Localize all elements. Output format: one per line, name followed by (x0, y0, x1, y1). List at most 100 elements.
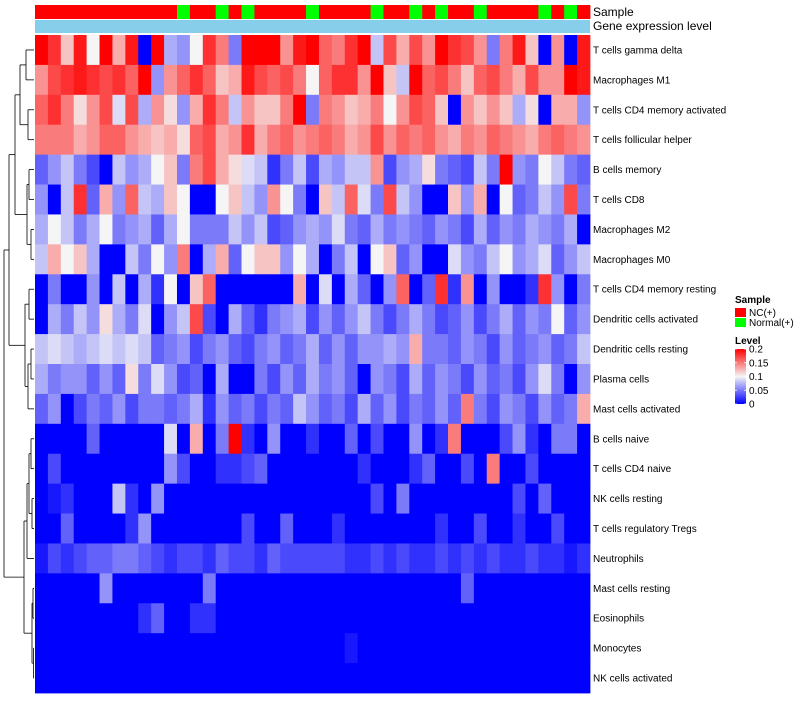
heatmap-cell (99, 483, 113, 514)
heatmap-cell (73, 603, 88, 634)
sample-legend-swatch (735, 318, 746, 327)
heatmap-cell (551, 364, 565, 395)
heatmap-cell (112, 603, 126, 634)
heatmap-cell (331, 453, 346, 485)
heatmap-cell (73, 35, 88, 66)
heatmap-cell (112, 274, 126, 305)
heatmap-cell (357, 244, 371, 275)
heatmap-cell (73, 214, 88, 245)
heatmap-cell (228, 513, 242, 544)
heatmap-cell (164, 364, 178, 395)
heatmap-cell (86, 214, 100, 245)
heatmap-cell (512, 334, 526, 365)
heatmap-cell (86, 483, 100, 514)
heatmap-cell (202, 423, 217, 455)
heatmap-cell (138, 334, 152, 365)
heatmap-cell (448, 393, 462, 425)
heatmap-cell (241, 184, 255, 215)
sample-annotation-cell (73, 5, 88, 19)
heatmap-cell (577, 364, 591, 395)
heatmap-cell (60, 573, 75, 604)
heatmap-cell (306, 304, 320, 335)
heatmap-cell (499, 663, 513, 694)
sample-annotation-cell (435, 5, 449, 19)
heatmap-cell (422, 513, 436, 544)
heatmap-cell (551, 453, 565, 485)
sample-annotation-cell (370, 5, 384, 19)
level-legend-tick-label: 0.2 (749, 345, 763, 356)
heatmap-cell (293, 423, 307, 455)
heatmap-cell (512, 423, 526, 455)
heatmap-cell (409, 603, 423, 634)
heatmap-cell (512, 184, 526, 215)
heatmap-cell (60, 513, 75, 544)
heatmap-cell (228, 633, 242, 664)
heatmap-cell (525, 393, 539, 425)
heatmap-cell (151, 274, 165, 305)
heatmap-cell (176, 304, 191, 335)
heatmap-cell (60, 453, 75, 485)
heatmap-cell (306, 393, 320, 425)
heatmap-cell (202, 154, 217, 185)
heatmap-cell (86, 603, 100, 634)
heatmap-cell (86, 244, 100, 275)
heatmap-cell (512, 364, 526, 395)
heatmap-cell (215, 603, 230, 634)
heatmap-cell (86, 35, 100, 66)
heatmap-cell (409, 214, 423, 245)
level-legend-tick-label: 0 (749, 400, 755, 411)
heatmap-cell (73, 124, 88, 156)
heatmap-cell (577, 154, 591, 185)
heatmap-cell (409, 274, 423, 305)
heatmap-cell (293, 453, 307, 485)
heatmap-cell (538, 334, 552, 365)
heatmap-cell (189, 214, 204, 245)
heatmap-cell (189, 663, 204, 694)
heatmap-cell (99, 393, 113, 425)
heatmap-cell (577, 393, 591, 425)
heatmap-cell (254, 393, 268, 425)
heatmap-cell (499, 423, 513, 455)
heatmap-cell (499, 603, 513, 634)
sample-annotation-cell (525, 5, 539, 19)
heatmap-cell (164, 633, 178, 664)
heatmap-cell (564, 543, 578, 574)
heatmap-cell (512, 214, 526, 245)
heatmap-cell (460, 543, 475, 574)
heatmap-cell (383, 154, 397, 185)
heatmap-cell (176, 663, 191, 694)
heatmap-cell (460, 35, 475, 66)
heatmap-cell (293, 94, 307, 126)
heatmap-cell (344, 573, 359, 604)
heatmap-cell (460, 214, 475, 245)
heatmap-cell (435, 304, 449, 335)
heatmap-cell (99, 124, 113, 156)
heatmap-cell (99, 453, 113, 485)
heatmap-cell (564, 663, 578, 694)
heatmap-cell (499, 483, 513, 514)
heatmap-cell (189, 35, 204, 66)
heatmap-cell (448, 214, 462, 245)
heatmap-cell (512, 513, 526, 544)
heatmap-cell (396, 663, 410, 694)
heatmap-cell (280, 334, 294, 365)
heatmap-cell (228, 573, 242, 604)
heatmap-cell (254, 663, 268, 694)
heatmap-cell (189, 94, 204, 126)
heatmap-cell (409, 633, 423, 664)
heatmap-cell (306, 154, 320, 185)
level-legend-title: Level (735, 336, 761, 347)
heatmap-cell (344, 94, 359, 126)
heatmap-cell (525, 214, 539, 245)
heatmap-cell (512, 483, 526, 514)
heatmap-cell (215, 154, 230, 185)
heatmap-cell (176, 94, 191, 126)
heatmap-cell (293, 274, 307, 305)
heatmap-cell (47, 364, 62, 395)
level-legend-tick-label: 0.05 (749, 386, 769, 397)
heatmap-cell (215, 214, 230, 245)
heatmap-cell (577, 274, 591, 305)
heatmap-cell (318, 663, 333, 694)
heatmap-cell (280, 124, 294, 156)
heatmap-cell (409, 304, 423, 335)
